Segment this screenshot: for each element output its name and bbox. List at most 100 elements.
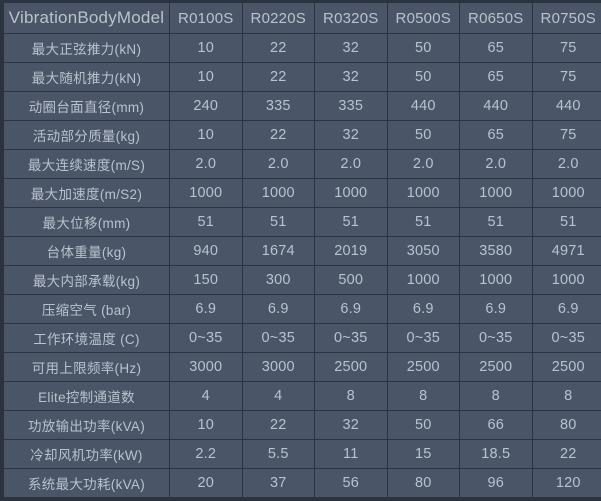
table-row: 最大内部承载(kg) 150 300 500 1000 1000 1000 [3,265,601,295]
row-value-cell: 37 [241,468,315,498]
row-value-cell: 5.5 [241,439,315,469]
row-value-cell: 50 [386,62,460,92]
row-label-cell: 最大加速度(m/S2) [3,178,170,208]
row-label-cell: 台体重量(kg) [3,236,170,266]
row-label-cell: 系统最大功耗(kVA) [3,468,170,498]
row-value-cell: 3000 [169,352,243,382]
row-label-cell: 最大随机推力(kN) [3,62,170,92]
row-value-cell: 1674 [241,236,315,266]
row-value-cell: 11 [314,439,388,469]
row-value-cell: 50 [386,120,460,150]
row-label-cell: 最大内部承载(kg) [3,265,170,295]
table-row: 最大连续速度(m/S) 2.0 2.0 2.0 2.0 2.0 2.0 [3,149,601,179]
row-value-cell: 1000 [314,178,388,208]
row-value-cell: 2500 [459,352,533,382]
row-value-cell: 1000 [386,178,460,208]
row-value-cell: 3580 [459,236,533,266]
row-value-cell: 440 [531,91,601,121]
row-value-cell: 6.9 [531,294,601,324]
row-value-cell: 6.9 [314,294,388,324]
row-value-cell: 51 [169,207,243,237]
table-row: 工作环境温度 (C) 0~35 0~35 0~35 0~35 0~35 0~35 [3,323,601,353]
row-value-cell: 2500 [531,352,601,382]
row-value-cell: 51 [459,207,533,237]
row-value-cell: 1000 [241,178,315,208]
row-value-cell: 10 [169,33,243,63]
row-value-cell: 18.5 [459,439,533,469]
row-value-cell: 32 [314,120,388,150]
row-label-cell: 压缩空气 (bar) [3,294,170,324]
row-value-cell: 1000 [459,178,533,208]
row-value-cell: 1000 [386,265,460,295]
row-value-cell: 1000 [169,178,243,208]
header-row: VibrationBodyModel R0100S R0220S R0320S … [3,2,601,34]
vibration-body-model-spec-table: VibrationBodyModel R0100S R0220S R0320S … [3,2,601,498]
row-label-cell: 功放输出功率(kVA) [3,410,170,440]
row-value-cell: 0~35 [386,323,460,353]
row-value-cell: 32 [314,62,388,92]
table-row: 动圈台面直径(mm) 240 335 335 440 440 440 [3,91,601,121]
row-value-cell: 6.9 [169,294,243,324]
table-row: 活动部分质量(kg) 10 22 32 50 65 75 [3,120,601,150]
row-value-cell: 22 [241,62,315,92]
row-value-cell: 6.9 [386,294,460,324]
row-value-cell: 2019 [314,236,388,266]
row-value-cell: 51 [241,207,315,237]
row-value-cell: 120 [531,468,601,498]
row-value-cell: 22 [241,410,315,440]
row-value-cell: 32 [314,33,388,63]
row-value-cell: 10 [169,410,243,440]
table-row: Elite控制通道数 4 4 8 8 8 8 [3,381,601,411]
row-value-cell: 0~35 [531,323,601,353]
row-value-cell: 940 [169,236,243,266]
table-row: 系统最大功耗(kVA) 20 37 56 80 96 120 [3,468,601,498]
row-value-cell: 0~35 [459,323,533,353]
row-value-cell: 335 [314,91,388,121]
row-label-cell: 工作环境温度 (C) [3,323,170,353]
table-row: 功放输出功率(kVA) 10 22 32 50 66 80 [3,410,601,440]
row-value-cell: 4 [169,381,243,411]
row-value-cell: 8 [459,381,533,411]
header-cell-model-4: R0650S [459,2,533,34]
row-value-cell: 65 [459,33,533,63]
row-value-cell: 0~35 [169,323,243,353]
table-body: 最大正弦推力(kN) 10 22 32 50 65 75 最大随机推力(kN) 10 22 32 50… [3,33,601,498]
row-value-cell: 1000 [531,265,601,295]
row-value-cell: 300 [241,265,315,295]
row-value-cell: 1000 [531,178,601,208]
row-value-cell: 8 [386,381,460,411]
row-value-cell: 2.0 [314,149,388,179]
row-value-cell: 75 [531,33,601,63]
row-label-cell: 最大位移(mm) [3,207,170,237]
header-cell-model-5: R0750S [531,2,601,34]
header-cell-model-name: VibrationBodyModel [3,2,170,34]
row-value-cell: 50 [386,410,460,440]
row-value-cell: 2500 [386,352,460,382]
row-label-cell: 活动部分质量(kg) [3,120,170,150]
row-value-cell: 65 [459,120,533,150]
row-value-cell: 240 [169,91,243,121]
row-value-cell: 0~35 [314,323,388,353]
row-value-cell: 15 [386,439,460,469]
header-cell-model-3: R0500S [386,2,460,34]
row-value-cell: 22 [531,439,601,469]
row-value-cell: 32 [314,410,388,440]
row-value-cell: 8 [531,381,601,411]
row-value-cell: 51 [314,207,388,237]
table-row: 冷却风机功率(kW) 2.2 5.5 11 15 18.5 22 [3,439,601,469]
row-value-cell: 2.0 [169,149,243,179]
table-header: VibrationBodyModel R0100S R0220S R0320S … [3,2,601,34]
row-value-cell: 50 [386,33,460,63]
row-value-cell: 150 [169,265,243,295]
row-value-cell: 440 [386,91,460,121]
row-value-cell: 6.9 [459,294,533,324]
header-cell-model-1: R0220S [241,2,315,34]
row-value-cell: 22 [241,120,315,150]
row-value-cell: 75 [531,62,601,92]
row-value-cell: 20 [169,468,243,498]
row-value-cell: 2.0 [241,149,315,179]
row-value-cell: 10 [169,120,243,150]
row-value-cell: 2.0 [386,149,460,179]
row-value-cell: 0~35 [241,323,315,353]
